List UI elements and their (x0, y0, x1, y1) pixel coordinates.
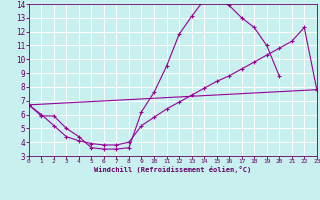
X-axis label: Windchill (Refroidissement éolien,°C): Windchill (Refroidissement éolien,°C) (94, 166, 252, 173)
